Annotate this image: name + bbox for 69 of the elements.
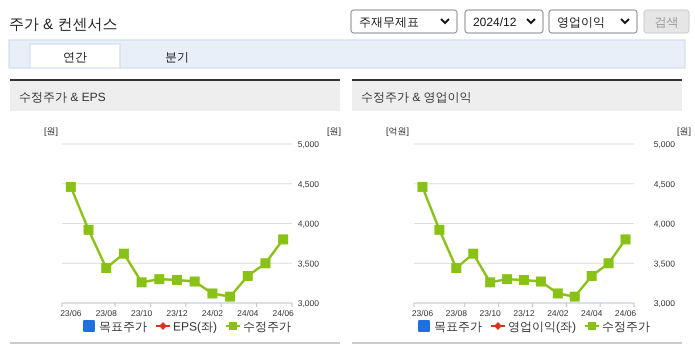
text: 검색 <box>654 15 678 29</box>
y2-tick-label: 5,000 <box>298 139 320 149</box>
y2-tick-label: 3,500 <box>654 258 676 268</box>
y2-tick-label: 4,000 <box>298 218 320 228</box>
text: 주재무제표 <box>359 15 419 29</box>
point <box>552 288 563 298</box>
text: 주가 & 컨센서스 <box>9 16 118 33</box>
point <box>570 292 580 302</box>
x-tick-label: 23/12 <box>513 308 535 318</box>
point <box>84 224 94 235</box>
x-tick-label: 24/04 <box>581 308 603 318</box>
y2-tick-label: 4,500 <box>298 178 320 189</box>
point <box>207 288 218 298</box>
x-tick-label: 23/06 <box>412 308 434 318</box>
chart-title: 수정주가 & 영업이익 <box>361 90 472 104</box>
point <box>225 292 236 302</box>
point <box>536 276 546 287</box>
legend-label: 목표주가 <box>434 320 482 334</box>
point <box>136 277 147 288</box>
y2-tick-label: 4,500 <box>654 178 676 189</box>
y2-axis-title: [원] <box>327 126 342 136</box>
y-axis-title: [원] <box>44 126 58 136</box>
legend-label: 목표주가 <box>98 320 147 334</box>
point <box>417 182 428 192</box>
x-tick-label: 24/02 <box>547 308 569 318</box>
text: 분기 <box>165 50 189 64</box>
x-tick-label: 23/08 <box>446 308 468 318</box>
point <box>502 274 512 284</box>
point <box>519 274 529 285</box>
point <box>468 248 478 259</box>
y2-tick-label: 5,000 <box>654 139 676 149</box>
x-tick-label: 24/02 <box>202 308 224 318</box>
x-tick-label: 23/12 <box>166 308 188 318</box>
legend-label: EPS(좌) <box>172 320 218 334</box>
point <box>278 234 288 244</box>
point <box>190 276 200 287</box>
legend-label: 수정주가 <box>243 320 292 334</box>
x-tick-label: 23/06 <box>60 308 82 318</box>
legend-label: 영업이익(좌) <box>508 320 576 334</box>
point <box>434 224 444 235</box>
y2-tick-label: 3,000 <box>654 298 676 308</box>
point <box>604 258 614 268</box>
point <box>101 263 112 274</box>
point <box>586 270 597 281</box>
text: 연간 <box>63 50 87 64</box>
y2-tick-label: 3,500 <box>298 258 320 268</box>
chart-title: 수정주가 & EPS <box>19 90 106 104</box>
x-tick-label: 24/06 <box>614 308 636 318</box>
point <box>242 270 253 281</box>
x-tick-label: 23/10 <box>130 308 153 318</box>
text: 영업이익 <box>557 15 605 29</box>
point <box>118 248 129 259</box>
point <box>620 234 631 244</box>
x-tick-label: 24/06 <box>272 308 294 318</box>
point <box>66 182 76 192</box>
y2-axis-title: [원] <box>677 126 692 136</box>
x-tick-label: 24/04 <box>237 308 259 318</box>
point <box>154 274 164 284</box>
point <box>172 274 182 285</box>
point <box>260 258 270 268</box>
y2-tick-label: 4,000 <box>654 218 676 228</box>
x-tick-label: 23/08 <box>96 308 118 318</box>
y-axis-title: [억원] <box>386 126 410 136</box>
point <box>485 277 496 288</box>
text: 2024/12 <box>473 15 517 29</box>
x-tick-label: 23/10 <box>480 308 502 318</box>
y2-tick-label: 3,000 <box>298 298 320 308</box>
point <box>451 263 462 274</box>
legend-label: 수정주가 <box>602 320 650 334</box>
